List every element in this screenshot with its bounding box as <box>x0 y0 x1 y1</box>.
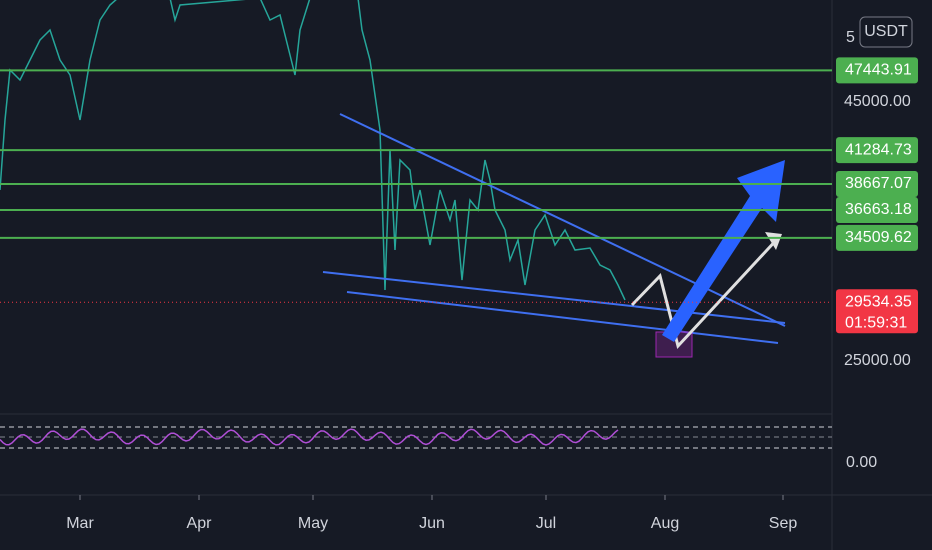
currency-button-label[interactable]: USDT <box>864 23 908 40</box>
month-label: Sep <box>769 515 798 532</box>
projection-arrowhead <box>765 232 782 250</box>
month-label: May <box>298 515 328 532</box>
level-label-box <box>836 196 918 223</box>
countdown: 01:59:31 <box>845 314 907 331</box>
price-axis-label: 45000.00 <box>844 93 911 110</box>
price-axis-label: 5 <box>846 29 855 46</box>
level-label: 34509.62 <box>845 229 912 246</box>
last-price: 29534.35 <box>845 293 912 310</box>
projection-path <box>630 234 782 350</box>
level-label-box <box>836 57 918 84</box>
level-label: 38667.07 <box>845 175 912 192</box>
projection-arrow <box>662 160 785 342</box>
rsi-line <box>0 428 619 446</box>
month-label: Jun <box>419 515 445 532</box>
month-label: Aug <box>651 515 679 532</box>
price-axis-label: 25000.00 <box>844 352 911 369</box>
rsi-pane <box>0 426 832 449</box>
level-label: 47443.91 <box>845 62 912 79</box>
level-label: 41284.73 <box>845 141 912 158</box>
month-label: Jul <box>536 515 556 532</box>
level-label: 36663.18 <box>845 201 912 218</box>
month-label: Apr <box>187 515 213 532</box>
currency-button[interactable] <box>859 16 913 48</box>
rsi-axis-label: 0.00 <box>846 454 877 471</box>
level-label-box <box>836 171 918 198</box>
last-price-box <box>836 289 918 334</box>
level-label-box <box>836 137 918 164</box>
month-label: Mar <box>66 515 94 532</box>
lower-trendline-2 <box>346 291 779 344</box>
level-label-box <box>836 224 918 251</box>
